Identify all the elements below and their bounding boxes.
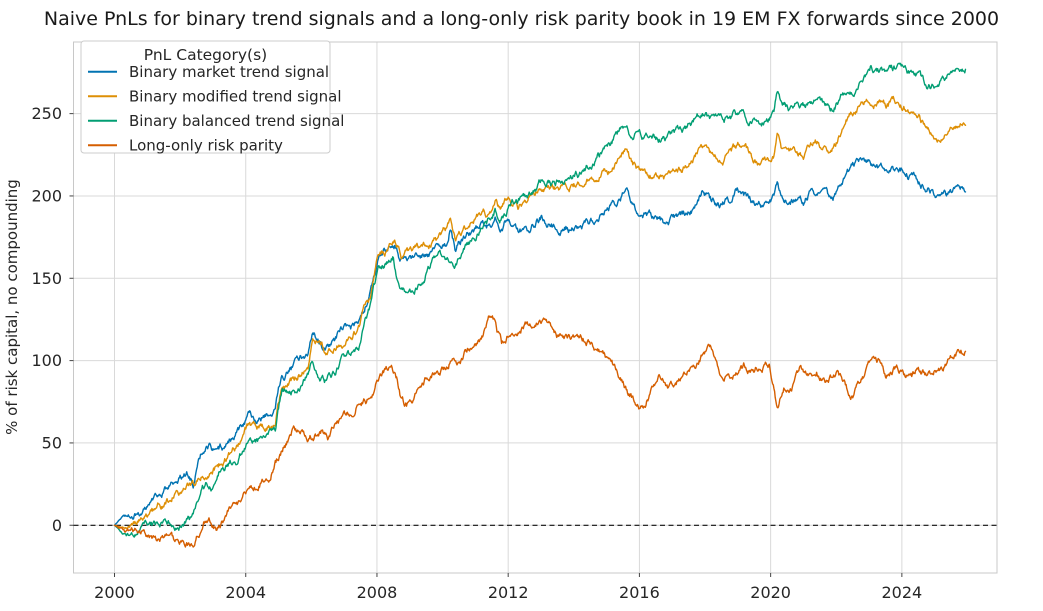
y-tick-label: 150 bbox=[31, 269, 62, 288]
x-tick-label: 2012 bbox=[488, 583, 529, 602]
legend-item: Long-only risk parity bbox=[88, 137, 283, 155]
plot-frame bbox=[73, 41, 998, 574]
legend-item: Binary balanced trend signal bbox=[88, 112, 344, 130]
axis-ticks: 2000 2004 2008 2012 2016 2020 2024 0 50 100 150 200… bbox=[31, 104, 922, 602]
series-lines bbox=[113, 62, 967, 548]
x-tick-label: 2004 bbox=[225, 583, 266, 602]
series-line-3 bbox=[113, 315, 967, 548]
legend-item-label: Binary market trend signal bbox=[129, 63, 329, 81]
chart-title: Naive PnLs for binary trend signals and … bbox=[44, 8, 999, 30]
legend-item-label: Binary balanced trend signal bbox=[129, 112, 344, 130]
series-line-1 bbox=[113, 95, 967, 530]
x-tick-label: 2020 bbox=[750, 583, 791, 602]
y-tick-label: 200 bbox=[31, 186, 62, 205]
y-axis-label: % of risk capital, no compounding bbox=[3, 179, 21, 435]
y-tick-label: 250 bbox=[31, 104, 62, 123]
y-tick-label: 0 bbox=[52, 516, 62, 535]
y-tick-label: 50 bbox=[42, 433, 62, 452]
legend-title: PnL Category(s) bbox=[144, 46, 267, 64]
x-tick-label: 2000 bbox=[94, 583, 135, 602]
x-tick-label: 2016 bbox=[619, 583, 660, 602]
x-tick-label: 2024 bbox=[882, 583, 923, 602]
series-line-0 bbox=[113, 157, 967, 526]
y-tick-label: 100 bbox=[31, 351, 62, 370]
legend-item: Binary market trend signal bbox=[88, 63, 329, 81]
series-line-2 bbox=[113, 62, 967, 538]
legend-frame bbox=[80, 40, 331, 154]
x-tick-label: 2008 bbox=[357, 583, 398, 602]
legend: PnL Category(s) Binary market trend sign… bbox=[80, 40, 344, 155]
legend-item-label: Binary modified trend signal bbox=[129, 88, 342, 106]
gridlines bbox=[73, 42, 997, 573]
legend-item: Binary modified trend signal bbox=[88, 88, 342, 106]
legend-item-label: Long-only risk parity bbox=[129, 137, 283, 155]
